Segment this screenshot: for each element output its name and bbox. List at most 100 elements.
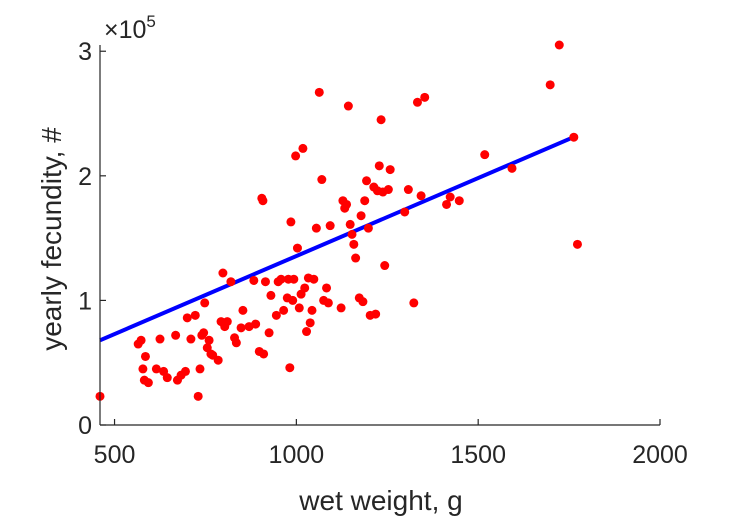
data-point <box>442 199 452 209</box>
data-point <box>193 391 203 401</box>
data-point <box>314 87 324 97</box>
data-point <box>285 363 295 373</box>
data-point <box>199 328 209 338</box>
data-point <box>251 319 261 329</box>
x-tick-label: 500 <box>94 441 136 469</box>
data-point <box>383 185 393 195</box>
data-point <box>371 309 381 319</box>
data-point <box>264 328 274 338</box>
data-point <box>572 239 582 249</box>
tick-marks: 500 1000 1500 2000 0 1 2 3 <box>78 38 688 469</box>
data-point <box>307 305 317 315</box>
data-point <box>363 223 373 233</box>
data-point <box>385 165 395 175</box>
data-point <box>554 40 564 50</box>
data-point <box>171 330 181 340</box>
data-point <box>345 219 355 229</box>
data-point <box>360 196 370 206</box>
data-point <box>347 229 357 239</box>
y-tick-label: 1 <box>78 287 92 315</box>
data-point <box>155 334 165 344</box>
data-point <box>292 243 302 253</box>
data-point <box>445 192 455 202</box>
data-point <box>288 295 298 305</box>
data-point <box>289 274 299 284</box>
data-point <box>322 283 332 293</box>
data-point <box>349 239 359 249</box>
data-point <box>305 318 315 328</box>
data-point <box>545 80 555 90</box>
data-point <box>309 274 319 284</box>
data-point <box>420 92 430 102</box>
data-point <box>258 196 268 206</box>
data-point <box>140 351 150 361</box>
data-point <box>325 221 335 231</box>
y-multiplier-exponent: 5 <box>146 12 155 31</box>
data-point <box>480 150 490 160</box>
data-point <box>162 373 172 383</box>
data-point <box>300 283 310 293</box>
data-point <box>143 378 153 388</box>
x-tick-label: 2000 <box>632 441 688 469</box>
data-point <box>236 323 246 333</box>
x-tick-label: 1000 <box>269 441 325 469</box>
data-point <box>266 290 276 300</box>
data-point <box>260 277 270 287</box>
data-point <box>336 303 346 313</box>
y-axis-label: yearly fecundity, # <box>36 127 67 351</box>
data-point <box>200 298 210 308</box>
data-point <box>351 253 361 263</box>
data-point <box>226 277 236 287</box>
x-tick-label: 1500 <box>450 441 506 469</box>
data-point <box>180 366 190 376</box>
data-point <box>356 211 366 221</box>
points-layer <box>95 40 582 401</box>
data-point <box>195 364 205 374</box>
fit-line-layer <box>99 134 578 343</box>
data-point <box>136 335 146 345</box>
data-point <box>294 303 304 313</box>
axes <box>99 45 660 426</box>
data-point <box>222 317 232 327</box>
data-point <box>454 196 464 206</box>
data-point <box>311 223 321 233</box>
data-point <box>271 310 281 320</box>
data-point <box>343 101 353 111</box>
data-point <box>291 151 301 161</box>
data-point <box>231 338 241 348</box>
y-tick-label: 0 <box>78 412 92 440</box>
data-point <box>362 176 372 186</box>
data-point <box>317 175 327 185</box>
y-multiplier-label: ×105 <box>104 12 156 44</box>
x-axis-label: wet weight, g <box>298 485 462 516</box>
data-point <box>302 327 312 337</box>
data-point <box>151 364 161 374</box>
data-point <box>182 313 192 323</box>
data-point <box>186 334 196 344</box>
data-point <box>249 275 259 285</box>
data-point <box>213 355 223 365</box>
data-point <box>374 161 384 171</box>
data-point <box>286 217 296 227</box>
data-point <box>259 349 269 359</box>
data-point <box>279 305 289 315</box>
data-point <box>380 261 390 271</box>
data-point <box>218 268 228 278</box>
data-point <box>569 132 579 142</box>
data-point <box>238 305 248 315</box>
data-point <box>204 335 214 345</box>
data-point <box>400 207 410 217</box>
y-multiplier-base: ×10 <box>104 16 146 44</box>
data-point <box>403 185 413 195</box>
data-point <box>190 310 200 320</box>
data-point <box>416 191 426 201</box>
y-tick-label: 2 <box>78 163 92 191</box>
data-point <box>507 163 517 173</box>
data-point <box>298 143 308 153</box>
fit-line <box>99 134 578 343</box>
data-point <box>412 97 422 107</box>
data-point <box>323 298 333 308</box>
data-point <box>376 115 386 125</box>
data-point <box>276 274 286 284</box>
